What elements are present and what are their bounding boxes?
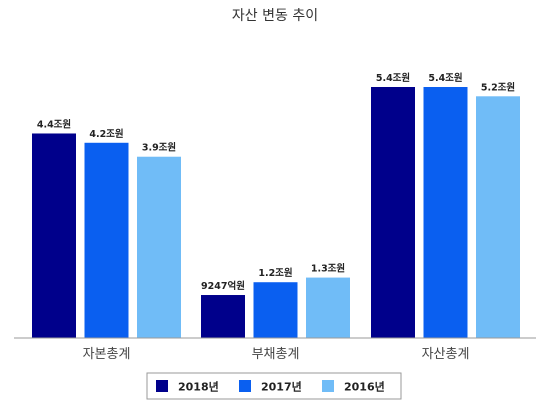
bar-2016년-자본총계 (137, 156, 181, 338)
bar-2017년-자산총계 (423, 87, 468, 338)
category-label: 자산총계 (422, 347, 470, 362)
data-label: 9247억원 (201, 280, 245, 292)
legend: 2018년 2017년 2016년 (156, 380, 385, 394)
category-label: 부채총계 (252, 347, 300, 362)
legend-box (146, 372, 402, 400)
data-label: 5.2조원 (481, 81, 515, 93)
category-label: 자본총계 (83, 347, 131, 362)
data-label: 5.4조원 (428, 72, 462, 84)
data-label: 1.3조원 (311, 263, 345, 275)
chart-title: 자산 변동 추이 (232, 8, 318, 24)
bar-2016년-부채총계 (306, 277, 350, 338)
data-label: 4.4조원 (37, 118, 71, 130)
bar-2016년-자산총계 (476, 96, 520, 338)
bar-2018년-자산총계 (371, 87, 415, 338)
legend-label: 2018년 (178, 380, 219, 394)
bar-2018년-자본총계 (32, 133, 76, 338)
bars-group: 4.4조원 4.2조원 3.9조원 9247억원 1.2조원 1.3조원 5.4조원 5.4조… (32, 72, 520, 338)
legend-swatch (322, 380, 334, 392)
bar-2018년-부채총계 (201, 295, 245, 338)
data-label: 3.9조원 (142, 142, 176, 154)
legend-label: 2017년 (261, 380, 302, 394)
legend-swatch (156, 380, 168, 392)
data-label: 4.2조원 (89, 128, 123, 140)
bar-2017년-자본총계 (84, 142, 129, 338)
category-labels: 자본총계 부채총계 자산총계 (83, 347, 470, 362)
data-label: 5.4조원 (376, 72, 410, 84)
legend-label: 2016년 (344, 380, 385, 394)
data-label: 1.2조원 (258, 267, 292, 279)
legend-swatch (239, 380, 251, 392)
bar-2017년-부채총계 (253, 282, 298, 338)
